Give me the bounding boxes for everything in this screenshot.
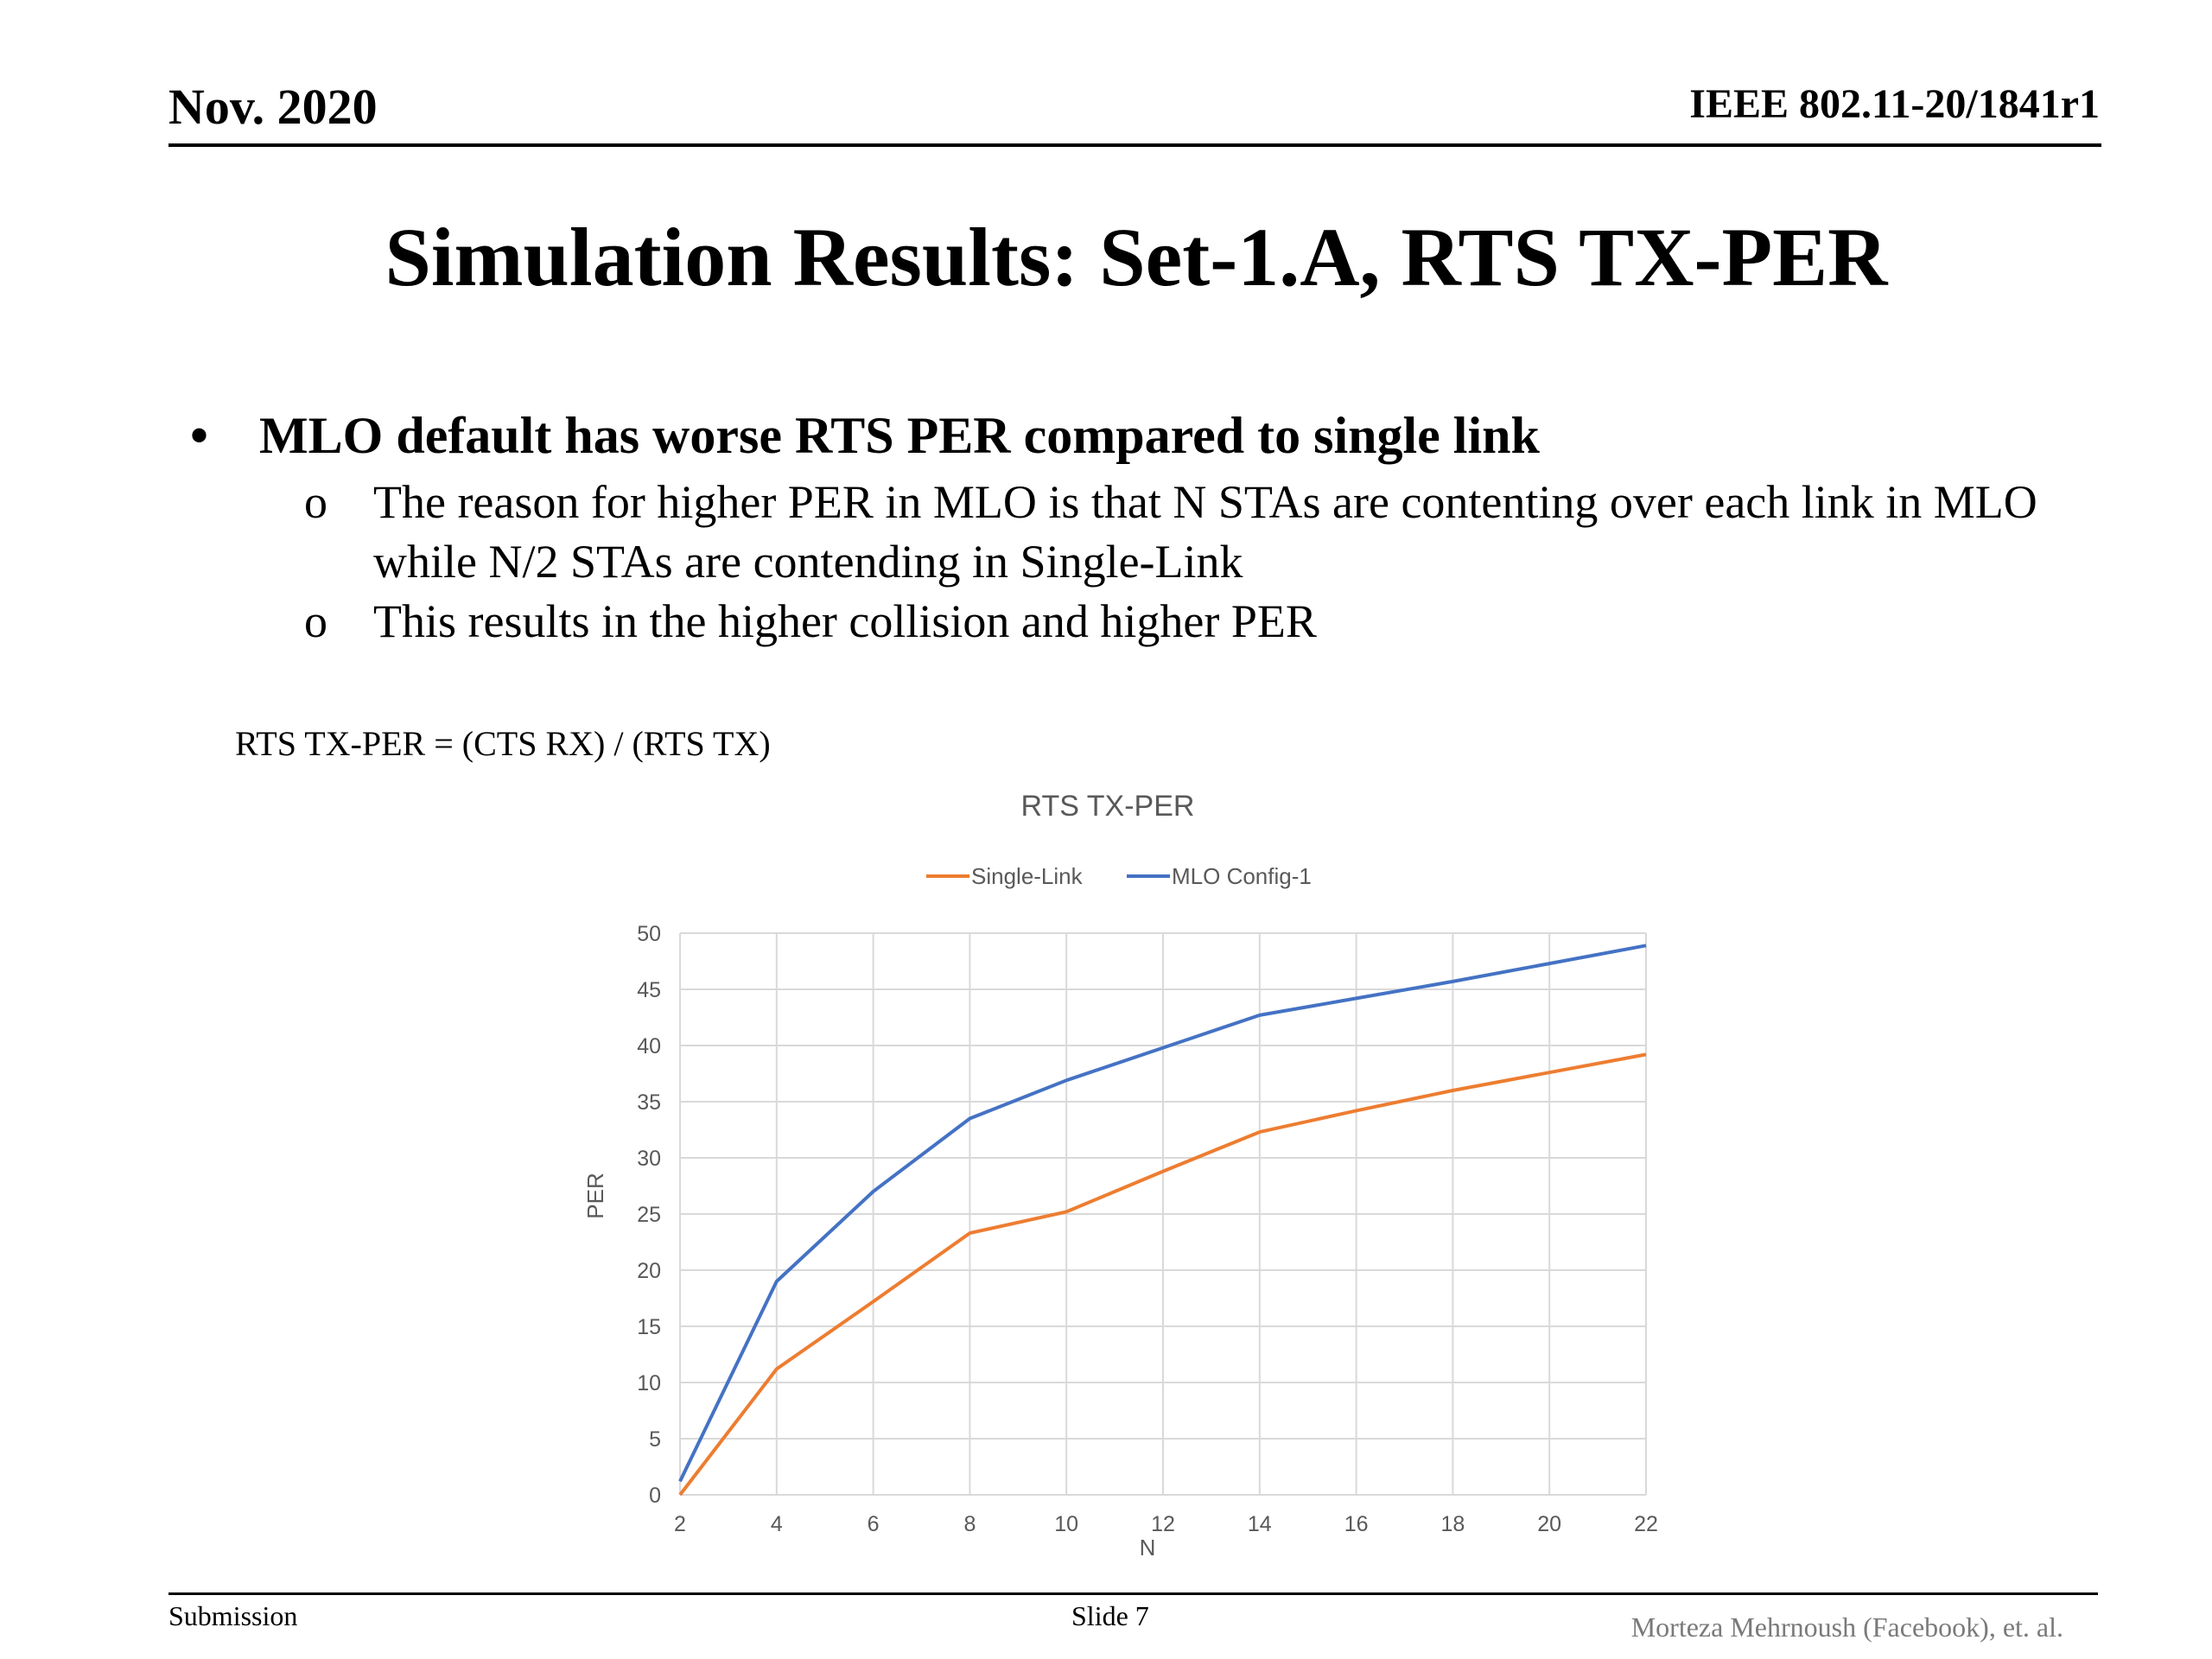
y-axis-ticks: 0 5 10 15 20 25 30 35 40 45 50 [637,922,661,1508]
formula: RTS TX-PER = (CTS RX) / (RTS TX) [235,724,771,763]
y-axis-label: PER [582,1173,608,1218]
chart-svg: RTS TX-PER Single-Link MLO Config-1 0 5 10 1… [582,790,1658,1560]
x-tick-label: 20 [1537,1512,1561,1536]
sub-bullet-text: The reason for higher PER in MLO is that… [373,476,2037,588]
main-bullet-text: MLO default has worse RTS PER compared t… [259,407,1540,464]
sub-bullet-marker: o [304,476,327,528]
y-tick-label: 50 [637,922,661,946]
chart-series [678,944,1647,1497]
y-tick-label: 20 [637,1259,661,1283]
x-tick-label: 6 [868,1512,880,1536]
footer-slide-number: Slide 7 [1071,1600,1149,1631]
chart-legend: Single-Link MLO Config-1 [926,863,1312,889]
sub-bullet-marker: o [304,595,327,647]
y-tick-label: 35 [637,1090,661,1115]
x-tick-label: 10 [1054,1512,1078,1536]
header-date: Nov. 2020 [168,79,378,135]
x-tick-label: 2 [674,1512,686,1536]
chart: RTS TX-PER Single-Link MLO Config-1 0 5 10 1… [553,778,1694,1581]
y-tick-label: 30 [637,1147,661,1171]
header-doc-id: IEEE 802.11-20/1841r1 [1689,81,2100,127]
chart-grid [679,932,1647,1496]
bullet-marker: • [190,407,209,464]
chart-title: RTS TX-PER [1021,790,1195,823]
x-tick-label: 22 [1634,1512,1658,1536]
slide-title: Simulation Results: Set-1.A, RTS TX-PER [385,211,1888,303]
y-tick-label: 45 [637,978,661,1002]
x-tick-label: 12 [1151,1512,1175,1536]
header-rule [168,143,2101,147]
x-axis-label: N [1140,1535,1156,1560]
legend-label: Single-Link [971,863,1084,889]
series-line-single-link [678,1052,1647,1497]
footer-rule [168,1592,2098,1595]
x-tick-label: 8 [963,1512,976,1536]
x-tick-label: 4 [771,1512,783,1536]
y-tick-label: 25 [637,1203,661,1227]
y-tick-label: 0 [649,1484,661,1508]
x-tick-label: 16 [1344,1512,1369,1536]
y-tick-label: 10 [637,1371,661,1395]
y-tick-label: 15 [637,1315,661,1339]
sub-bullet-text: This results in the higher collision and… [373,595,1317,647]
x-tick-label: 14 [1248,1512,1272,1536]
y-tick-label: 5 [649,1427,661,1452]
x-tick-label: 18 [1440,1512,1465,1536]
legend-label: MLO Config-1 [1172,863,1312,889]
footer-submission: Submission [168,1600,298,1631]
series-line-mlo-config-1 [678,944,1647,1483]
y-tick-label: 40 [637,1034,661,1058]
footer-author: Morteza Mehrnoush (Facebook), et. al. [1630,1611,2063,1643]
x-axis-ticks: 2 4 6 8 10 12 14 16 18 20 22 [674,1512,1658,1536]
